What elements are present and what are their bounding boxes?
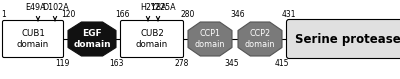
Text: 166: 166 (115, 10, 129, 19)
Text: 346: 346 (231, 10, 245, 19)
FancyBboxPatch shape (286, 20, 400, 59)
Text: 431: 431 (282, 10, 296, 19)
FancyBboxPatch shape (120, 20, 184, 58)
Text: 345: 345 (225, 59, 239, 68)
Text: CUB1
domain: CUB1 domain (17, 29, 49, 49)
Text: 120: 120 (61, 10, 75, 19)
Text: E49A: E49A (25, 3, 46, 12)
Text: CCP2
domain: CCP2 domain (245, 29, 275, 49)
Text: D102A: D102A (42, 3, 69, 12)
Text: CCP1
domain: CCP1 domain (195, 29, 225, 49)
Text: H218A: H218A (140, 3, 166, 12)
Text: 119: 119 (55, 59, 69, 68)
Text: 163: 163 (109, 59, 123, 68)
Text: 280: 280 (181, 10, 195, 19)
Text: EGF
domain: EGF domain (73, 29, 111, 49)
Text: 1: 1 (2, 10, 6, 19)
FancyBboxPatch shape (2, 20, 64, 58)
Text: CUB2
domain: CUB2 domain (136, 29, 168, 49)
Text: Y225A: Y225A (150, 3, 176, 12)
Text: Serine protease domain: Serine protease domain (295, 32, 400, 46)
Polygon shape (68, 22, 116, 56)
Polygon shape (188, 22, 232, 56)
Text: 415: 415 (275, 59, 289, 68)
Polygon shape (238, 22, 282, 56)
Text: 278: 278 (175, 59, 189, 68)
